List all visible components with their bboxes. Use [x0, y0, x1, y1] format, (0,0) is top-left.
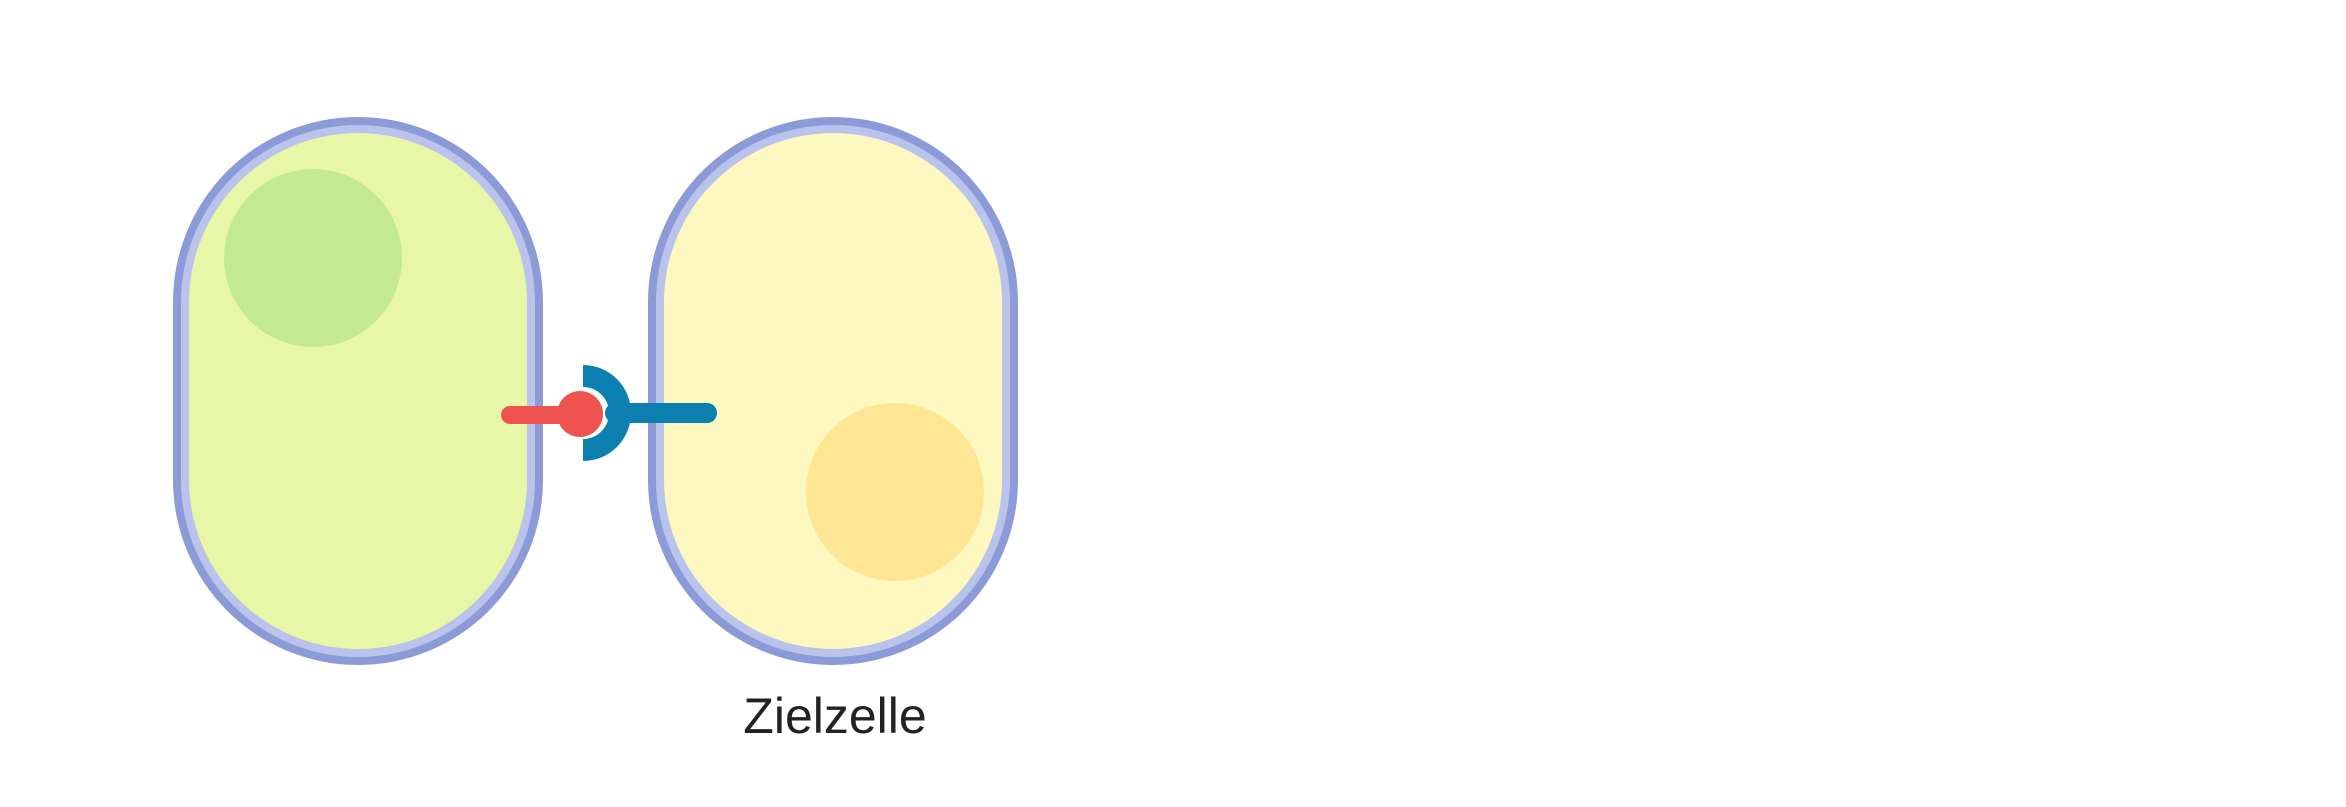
signaling-cell-nucleus — [224, 169, 402, 347]
receptor-binding-site — [582, 365, 631, 461]
target-cell-label: Zielzelle — [743, 688, 926, 744]
receptor — [582, 365, 717, 461]
target-cell — [648, 117, 1018, 665]
target-cell-nucleus — [806, 403, 984, 581]
target-cell-cytoplasm — [664, 133, 1002, 649]
ligand — [501, 391, 603, 437]
signaling-cell — [173, 117, 543, 665]
ligand-head — [557, 391, 603, 437]
